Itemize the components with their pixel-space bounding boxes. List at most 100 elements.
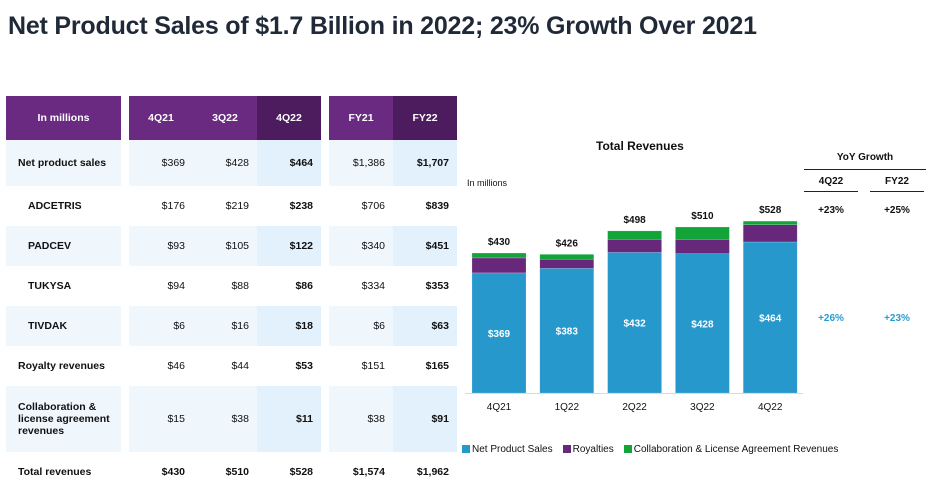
legend-swatch-collaboration [623,444,632,453]
table-row: ADCETRIS $176 $219 $238 $706 $839 [6,186,457,226]
col-header: 4Q22 [257,96,321,140]
cell-value: $18 [257,306,321,346]
financial-table: In millions 4Q21 3Q22 4Q22 FY21 FY22 Net… [6,96,457,492]
col-header: 3Q22 [193,96,257,140]
cell-value: $1,574 [352,466,385,478]
cell-value: $510 [225,466,249,478]
cell-value: $528 [257,452,321,492]
cell-value: $93 [129,226,193,266]
chart-legend: Net Product Sales Royalties Collaboratio… [462,444,838,455]
table-row: Total revenues $430 $510 $528 $1,574 $1,962 [6,452,457,492]
legend-swatch-royalties [562,444,571,453]
table-header-row: In millions 4Q21 3Q22 4Q22 FY21 FY22 [6,96,457,140]
total-label: $430 [488,237,511,248]
net-product-sales-label: $428 [691,319,714,330]
bar-collaboration-license-agreement-revenues [607,230,662,240]
row-label: ADCETRIS [28,200,82,212]
table-row: Net product sales $369 $428 $464 $1,386 $1,70… [6,140,457,186]
cell-value: $11 [257,386,321,452]
row-label: Royalty revenues [18,360,105,372]
cell-value: $38 [329,386,393,452]
net-product-sales-label: $464 [759,313,782,324]
bar-royalties [607,239,662,253]
page-title: Net Product Sales of $1.7 Billion in 202… [8,12,757,40]
x-tick-label: 4Q21 [487,402,512,413]
bar-net-product-sales [742,241,798,394]
bar-collaboration-license-agreement-revenues [675,226,730,240]
yoy-title: YoY Growth [804,152,926,170]
x-tick-label: 4Q22 [758,402,783,413]
bar-royalties [539,258,595,269]
table-row: PADCEV $93 $105 $122 $340 $451 [6,226,457,266]
col-header: FY22 [393,96,457,140]
cell-value: $340 [329,226,393,266]
cell-value: $46 [167,360,185,372]
cell-value: $122 [257,226,321,266]
table-row: TUKYSA $94 $88 $86 $334 $353 [6,266,457,306]
cell-value: $15 [129,386,193,452]
header-label: In millions [6,96,121,140]
cell-value: $44 [231,360,249,372]
yoy-nps-fy22: +23% [884,313,910,324]
cell-value: $165 [393,346,457,386]
row-label: PADCEV [6,226,121,266]
cell-value: $238 [257,186,321,226]
bar-collaboration-license-agreement-revenues [539,254,595,260]
bar-net-product-sales [607,252,662,394]
yoy-col-header: FY22 [870,176,924,192]
table-row: Royalty revenues $46 $44 $53 $151 $165 [6,346,457,386]
row-label: Collaboration & license agreement revenu… [6,386,121,452]
yoy-col-header: 4Q22 [804,176,858,192]
legend-swatch-net-product-sales [462,444,470,453]
legend-item: Net Product Sales [462,444,553,455]
cell-value: $151 [361,360,385,372]
cell-value: $369 [129,140,193,186]
bar-collaboration-license-agreement-revenues [742,220,798,225]
bar-royalties [742,224,798,243]
col-header: FY21 [329,96,393,140]
bar-royalties [675,239,730,254]
net-product-sales-label: $383 [556,327,579,338]
cell-value: $6 [129,306,193,346]
cell-value: $88 [231,280,249,292]
chart-units: In millions [467,178,508,188]
cell-value: $53 [257,346,321,386]
x-tick-label: 2Q22 [622,402,647,413]
bar-net-product-sales [539,268,595,394]
cell-value: $334 [361,280,385,292]
cell-value: $430 [161,466,185,478]
cell-value: $839 [393,186,457,226]
cell-value: $1,962 [393,452,457,492]
cell-value: $428 [193,140,257,186]
total-label: $498 [623,215,646,226]
cell-value: $176 [161,200,185,212]
cell-value: $86 [257,266,321,306]
legend-item: Royalties [562,444,614,455]
row-label: TUKYSA [28,280,72,292]
total-label: $528 [759,205,782,216]
row-label: TIVDAK [6,306,121,346]
bar-net-product-sales [675,253,730,394]
yoy-total-4q22: +23% [818,205,844,216]
net-product-sales-label: $369 [488,329,511,340]
cell-value: $706 [361,200,385,212]
cell-value: $451 [393,226,457,266]
cell-value: $16 [193,306,257,346]
net-product-sales-label: $432 [623,319,646,330]
total-label: $510 [691,211,714,222]
cell-value: $219 [225,200,249,212]
yoy-total-fy22: +25% [884,205,910,216]
chart-title: Total Revenues [596,139,684,153]
x-tick-label: 1Q22 [555,402,580,413]
cell-value: $1,386 [329,140,393,186]
cell-value: $91 [393,386,457,452]
legend-item: Collaboration & License Agreement Revenu… [623,444,838,455]
cell-value: $63 [393,306,457,346]
yoy-nps-4q22: +26% [818,313,844,324]
cell-value: $353 [393,266,457,306]
table-row: Collaboration & license agreement revenu… [6,386,457,452]
cell-value: $464 [257,140,321,186]
row-label: Total revenues [18,466,92,478]
cell-value: $6 [329,306,393,346]
bar-royalties [471,257,527,274]
